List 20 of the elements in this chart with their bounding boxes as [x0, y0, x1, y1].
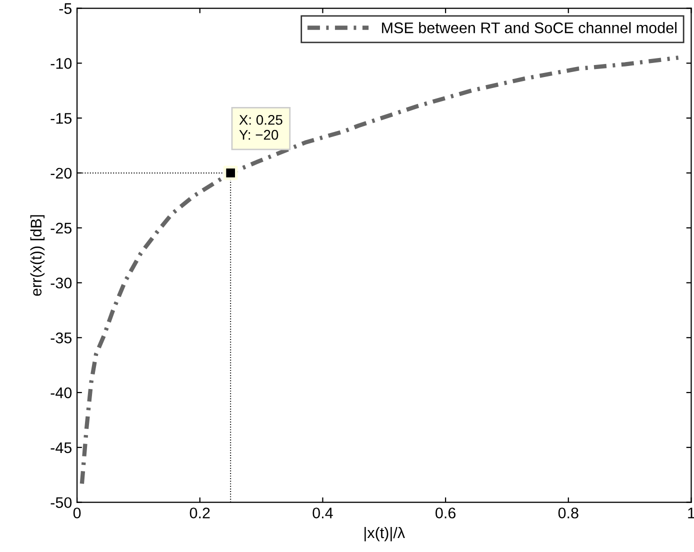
x-tick-label: 0.8	[558, 508, 578, 518]
x-axis-title: |x(t)|/λ	[364, 526, 405, 542]
annotation: X: 0.25 Y: −20	[239, 114, 282, 140]
x-tick-label: 0.2	[190, 508, 210, 518]
line-series	[80, 56, 680, 486]
y-tick-label: -40	[50, 387, 72, 398]
y-tick-label: -50	[50, 497, 72, 508]
y-axis-title: err(x(t)) [dB]	[30, 215, 45, 296]
y-tick-label: -10	[50, 58, 72, 69]
y-tick-label: -45	[50, 442, 72, 454]
y-tick-label: -15	[50, 113, 72, 124]
y-tick-label: -30	[50, 278, 72, 288]
y-tick-label: -5	[59, 3, 72, 14]
y-tick-label: -25	[50, 222, 72, 234]
legend-label: MSE between RT and SoCE channel model	[382, 22, 676, 34]
y-tick-label: -20	[50, 168, 72, 179]
x-tick-label: 0	[73, 508, 81, 518]
y-tick-label: -35	[50, 332, 72, 344]
x-tick-label: 0.4	[312, 508, 333, 518]
x-tick-label: 0.6	[436, 508, 456, 518]
